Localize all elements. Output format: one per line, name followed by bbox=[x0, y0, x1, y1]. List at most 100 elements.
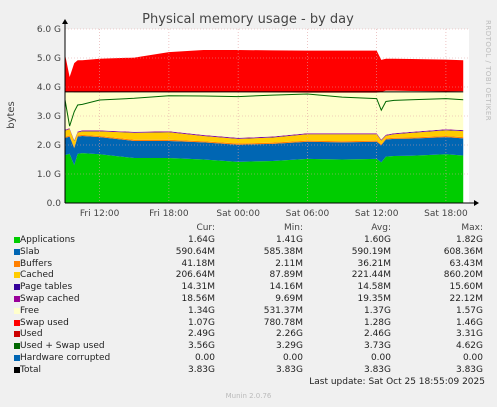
legend-header-cur: Cur: bbox=[196, 223, 215, 233]
legend-value-min: 585.38M bbox=[263, 246, 303, 257]
legend-row: Swap used 1.07G 780.78M 1.28G 1.46G bbox=[0, 317, 497, 329]
legend-header-max: Max: bbox=[461, 223, 483, 233]
legend-value-min: 0.00 bbox=[282, 353, 303, 363]
area-swap-used bbox=[65, 50, 464, 93]
y-tick-label: 6.0 G bbox=[37, 25, 61, 35]
legend-value-avg: 1.37G bbox=[363, 305, 391, 316]
legend-label: Swap used bbox=[20, 317, 69, 328]
legend-row: Cached 206.64M 87.89M 221.44M 860.20M bbox=[0, 269, 497, 281]
last-update: Last update: Sat Oct 25 18:55:09 2025 bbox=[309, 377, 485, 387]
legend-value-cur: 590.64M bbox=[175, 246, 215, 257]
legend-value-avg: 14.58M bbox=[357, 282, 391, 293]
legend-value-cur: 1.64G bbox=[187, 235, 215, 245]
legend-swatch bbox=[14, 260, 20, 267]
legend-row: Swap cached 18.56M 9.69M 19.35M 22.12M bbox=[0, 293, 497, 305]
legend-value-cur: 3.83G bbox=[187, 364, 215, 375]
area-buffers bbox=[65, 134, 464, 149]
legend-value-max: 860.20M bbox=[443, 270, 483, 281]
legend-label: Total bbox=[20, 364, 42, 375]
legend-value-avg: 1.60G bbox=[363, 235, 391, 245]
y-tick-label: 0.0 bbox=[47, 199, 62, 209]
legend-swatch bbox=[14, 284, 20, 291]
legend-value-max: 15.60M bbox=[449, 282, 483, 293]
legend-value-min: 1.41G bbox=[275, 235, 303, 245]
legend-label: Page tables bbox=[20, 282, 73, 293]
legend-value-avg: 19.35M bbox=[357, 294, 391, 304]
legend-value-cur: 41.18M bbox=[181, 258, 215, 269]
legend-label: Applications bbox=[20, 235, 75, 245]
legend-value-min: 3.83G bbox=[275, 364, 303, 375]
legend-value-min: 780.78M bbox=[263, 317, 303, 328]
legend-value-max: 63.43M bbox=[449, 258, 483, 269]
x-tick-label: Fri 12:00 bbox=[80, 209, 120, 219]
legend-swatch bbox=[14, 296, 20, 302]
line-used-swap-used bbox=[64, 93, 464, 127]
legend-value-min: 3.29G bbox=[275, 341, 303, 352]
y-ticks: 0.0 1.0 G 2.0 G 3.0 G 4.0 G 5.0 G 6.0 G bbox=[37, 25, 61, 209]
legend-header-min: Min: bbox=[283, 223, 303, 233]
legend-label: Buffers bbox=[20, 258, 53, 269]
legend-header-avg: Avg: bbox=[371, 223, 391, 233]
legend-value-avg: 590.19M bbox=[351, 246, 391, 257]
legend-value-max: 3.83G bbox=[455, 364, 483, 375]
grid bbox=[65, 28, 469, 203]
legend-value-cur: 0.00 bbox=[194, 353, 215, 363]
y-tick-label: 3.0 G bbox=[37, 112, 61, 122]
legend-swatch bbox=[14, 248, 20, 255]
legend-label: Swap cached bbox=[20, 294, 80, 304]
legend-value-avg: 2.46G bbox=[363, 329, 391, 340]
memory-chart: Physical memory usage - by day RRDTOOL /… bbox=[6, 12, 492, 219]
legend-value-min: 87.89M bbox=[269, 270, 303, 281]
legend-label: Free bbox=[20, 305, 40, 316]
legend-header: Cur: Min: Avg: Max: bbox=[0, 222, 497, 234]
area-applications bbox=[65, 153, 464, 203]
y-tick-label: 5.0 G bbox=[37, 54, 61, 64]
legend-value-min: 14.16M bbox=[269, 282, 303, 293]
legend-value-cur: 3.56G bbox=[187, 341, 215, 352]
legend-value-max: 1.82G bbox=[455, 235, 483, 245]
legend-swatch bbox=[14, 366, 20, 373]
legend-row: Total 3.83G 3.83G 3.83G 3.83G bbox=[0, 364, 497, 376]
legend-row: Used 2.49G 2.26G 2.46G 3.31G bbox=[0, 328, 497, 340]
legend-value-cur: 1.07G bbox=[187, 317, 215, 328]
legend-row: Buffers 41.18M 2.11M 36.21M 63.43M bbox=[0, 258, 497, 270]
legend-value-min: 2.26G bbox=[275, 329, 303, 340]
legend-value-min: 2.11M bbox=[275, 258, 303, 269]
x-tick-label: Fri 18:00 bbox=[149, 209, 189, 219]
legend-swatch bbox=[14, 272, 20, 279]
y-axis-label: bytes bbox=[6, 101, 17, 129]
legend-value-avg: 1.28G bbox=[363, 317, 391, 328]
legend-value-cur: 14.31M bbox=[181, 282, 215, 293]
legend-value-min: 531.37M bbox=[263, 305, 303, 316]
area-free bbox=[65, 90, 464, 141]
legend-row: Free 1.34G 531.37M 1.37G 1.57G bbox=[0, 305, 497, 317]
legend-value-max: 22.12M bbox=[449, 294, 483, 304]
legend-label: Cached bbox=[20, 270, 54, 281]
legend-value-max: 4.62G bbox=[455, 341, 483, 352]
legend-value-avg: 0.00 bbox=[370, 353, 391, 363]
y-tick-label: 1.0 G bbox=[37, 170, 61, 180]
x-tick-label: Sat 06:00 bbox=[286, 209, 330, 219]
legend-value-cur: 18.56M bbox=[181, 294, 215, 304]
legend-swatch bbox=[14, 237, 20, 243]
legend-value-cur: 2.49G bbox=[187, 329, 215, 340]
legend-swatch bbox=[14, 343, 20, 350]
legend-swatch bbox=[14, 307, 20, 314]
legend-row: Used + Swap used 3.56G 3.29G 3.73G 4.62G bbox=[0, 340, 497, 352]
legend-label: Hardware corrupted bbox=[20, 353, 111, 363]
legend-swatch bbox=[14, 319, 20, 326]
area-series bbox=[65, 50, 464, 203]
x-ticks: Fri 12:00 Fri 18:00 Sat 00:00 Sat 06:00 Sat … bbox=[80, 209, 468, 219]
legend-label: Used + Swap used bbox=[20, 341, 105, 352]
legend-swatch bbox=[14, 331, 20, 338]
legend-row: Page tables 14.31M 14.16M 14.58M 15.60M bbox=[0, 281, 497, 293]
legend-value-max: 0.00 bbox=[462, 353, 483, 363]
legend-value-avg: 221.44M bbox=[351, 270, 391, 281]
y-axis-arrow bbox=[62, 19, 68, 24]
legend-row: Hardware corrupted 0.00 0.00 0.00 0.00 bbox=[0, 352, 497, 364]
legend-row: Applications 1.64G 1.41G 1.60G 1.82G bbox=[0, 234, 497, 246]
x-tick-label: Sat 18:00 bbox=[424, 209, 468, 219]
x-tick-label: Sat 00:00 bbox=[216, 209, 260, 219]
x-tick-label: Sat 12:00 bbox=[355, 209, 399, 219]
legend-value-max: 3.31G bbox=[455, 329, 483, 340]
